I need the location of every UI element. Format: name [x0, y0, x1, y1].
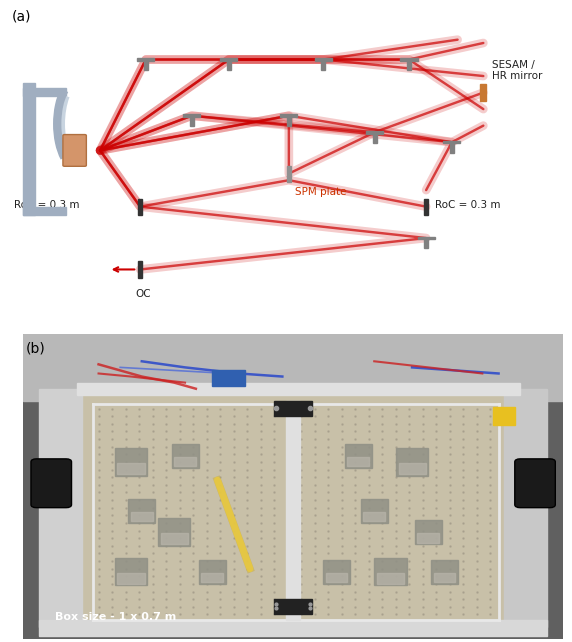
FancyBboxPatch shape — [31, 459, 72, 508]
Bar — [23, 87, 66, 96]
Bar — [450, 144, 454, 153]
Bar — [77, 383, 520, 395]
Bar — [23, 334, 563, 401]
Bar — [115, 558, 147, 586]
Bar — [117, 463, 145, 474]
Bar — [315, 58, 332, 61]
Bar — [396, 448, 428, 476]
Text: RoC = 0.3 m: RoC = 0.3 m — [14, 200, 80, 210]
Text: (b): (b) — [26, 342, 45, 356]
Bar — [117, 573, 145, 584]
Bar — [363, 512, 385, 521]
Text: RoC = 0.3 m: RoC = 0.3 m — [435, 200, 500, 210]
Text: OC: OC — [135, 290, 151, 299]
Bar — [480, 84, 486, 101]
Bar — [212, 370, 244, 386]
Bar — [158, 518, 190, 546]
Bar — [344, 444, 372, 468]
Bar — [77, 388, 520, 627]
Bar — [39, 620, 547, 636]
Bar — [377, 573, 404, 584]
Bar — [128, 498, 156, 523]
Bar — [39, 388, 82, 627]
Bar — [434, 573, 455, 582]
Bar — [400, 58, 418, 61]
Text: (a): (a) — [11, 10, 31, 24]
FancyBboxPatch shape — [515, 459, 555, 508]
Text: SESAM /
HR mirror: SESAM / HR mirror — [492, 60, 542, 81]
Bar — [407, 61, 411, 70]
Bar — [374, 558, 407, 586]
Bar — [321, 61, 325, 70]
Bar — [504, 388, 547, 627]
Bar — [274, 599, 312, 614]
Bar — [443, 141, 460, 144]
Bar — [23, 207, 66, 215]
Bar — [172, 444, 198, 468]
Bar — [174, 456, 196, 467]
FancyBboxPatch shape — [63, 135, 86, 166]
Bar — [23, 83, 35, 215]
Bar — [131, 512, 153, 521]
Bar — [198, 559, 225, 584]
Bar — [415, 520, 442, 544]
Bar — [431, 559, 458, 584]
Bar — [424, 239, 428, 248]
Text: SPM plate: SPM plate — [295, 187, 346, 197]
Bar — [144, 61, 148, 70]
Bar — [399, 463, 426, 474]
Bar — [287, 166, 291, 182]
Bar — [161, 534, 188, 544]
Bar — [323, 559, 350, 584]
Bar — [190, 117, 194, 126]
Bar — [274, 401, 312, 416]
Bar — [115, 448, 147, 476]
Bar — [418, 237, 435, 239]
Bar — [286, 401, 300, 620]
Bar — [280, 114, 297, 117]
Bar — [138, 199, 142, 214]
Bar — [424, 199, 428, 214]
Bar — [138, 261, 142, 278]
Bar — [287, 117, 291, 126]
Bar — [361, 498, 388, 523]
Bar — [220, 58, 237, 61]
Bar — [418, 533, 439, 542]
Bar — [325, 573, 347, 582]
Bar — [366, 131, 383, 134]
Bar — [201, 573, 223, 582]
Bar — [137, 58, 154, 61]
Bar — [227, 61, 231, 70]
Bar — [373, 134, 377, 143]
Text: Box size - 1 x 0.7 m: Box size - 1 x 0.7 m — [55, 612, 177, 622]
Bar — [347, 456, 369, 467]
Bar — [493, 407, 515, 426]
Bar — [183, 114, 200, 117]
